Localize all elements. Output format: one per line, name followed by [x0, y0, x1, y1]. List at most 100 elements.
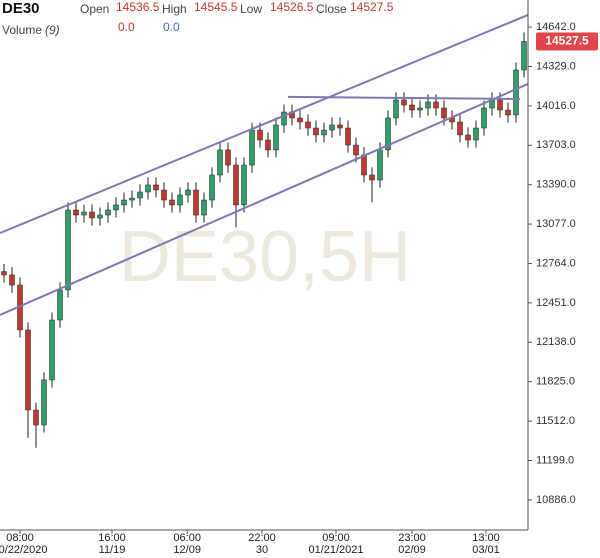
candle-body [361, 154, 367, 176]
candle-body [521, 41, 527, 71]
candle-body [337, 124, 343, 129]
candle-body [249, 129, 255, 166]
volume-value: 0.0 [163, 20, 180, 34]
candle-body [217, 149, 223, 176]
candle-body [257, 129, 263, 141]
candle-body [193, 189, 199, 216]
candle-body [105, 209, 111, 216]
y-tick-label: 11825.0 [536, 376, 575, 388]
x-tick-label: 08:00 [6, 532, 34, 544]
y-tick-label: 14016.0 [536, 100, 576, 112]
x-tick-label: 22:00 [248, 532, 276, 544]
candle-body [161, 189, 167, 201]
candle-body [65, 209, 71, 291]
plot-area [0, 14, 529, 448]
y-tick-label: 10886.0 [536, 494, 576, 506]
x-tick-label: 16:00 [98, 532, 126, 544]
watermark: DE30,5H [119, 217, 411, 297]
candle-body [353, 144, 359, 156]
candle-body [297, 117, 303, 123]
candle-body [513, 69, 519, 116]
symbol: DE30 [2, 0, 40, 17]
candle-body [209, 174, 215, 201]
candle-body [9, 274, 15, 286]
candle-body [313, 127, 319, 136]
candle-body [345, 127, 351, 146]
candle-body [241, 164, 247, 206]
x-tick-label: 23:00 [398, 532, 426, 544]
candle-body [417, 107, 423, 111]
y-tick-label: 11199.0 [536, 454, 574, 466]
candle-body [473, 127, 479, 141]
candle-body [137, 191, 143, 199]
price-tag [536, 32, 598, 51]
candle-body [305, 121, 311, 129]
x-tick-date: 01/21/2021 [308, 544, 363, 556]
x-tick-date: 12/09 [173, 544, 201, 556]
y-tick-label: 12764.0 [536, 257, 576, 269]
candle-body [505, 109, 511, 116]
candle-body [265, 139, 271, 151]
x-tick-date: 03/01 [472, 544, 500, 556]
y-tick-label: 11512.0 [536, 415, 575, 427]
legend-value: 14527.5 [350, 0, 394, 14]
y-tick-label: 13703.0 [536, 139, 576, 151]
candle-body [121, 199, 127, 206]
volume-value: 0.0 [118, 20, 135, 34]
candle-body [113, 204, 119, 211]
legend-value: 14526.5 [270, 0, 314, 14]
x-tick-date: 11/19 [99, 544, 126, 556]
candle-body [153, 184, 159, 191]
candle-body [185, 189, 191, 196]
candle-body [33, 409, 39, 426]
candle-body [393, 99, 399, 119]
candle-body [41, 379, 47, 426]
legend-label: Open [80, 2, 109, 16]
candle-body [1, 271, 7, 276]
legend-label: Close [316, 2, 347, 16]
candle-body [425, 101, 431, 109]
candle-body [57, 289, 63, 321]
x-tick-date: 30 [256, 544, 268, 556]
candle-body [273, 124, 279, 151]
candle-body [89, 211, 95, 219]
candle-body [369, 174, 375, 181]
y-tick-label: 12138.0 [536, 336, 576, 348]
candle-body [233, 164, 239, 206]
candle-body [329, 124, 335, 131]
candle-body [177, 194, 183, 206]
candle-body [409, 104, 415, 111]
candle-body [81, 211, 87, 216]
x-tick-label: 06:00 [173, 532, 201, 544]
candle-body [481, 107, 487, 129]
y-tick-label: 14329.0 [536, 60, 576, 72]
candle-body [169, 199, 175, 206]
candle-body [465, 134, 471, 141]
candle-body [441, 107, 447, 119]
trend-line [287, 95, 521, 100]
candle-body [97, 214, 103, 219]
candle-body [401, 99, 407, 106]
candle-body [457, 121, 463, 136]
candle-body [497, 99, 503, 111]
candle-body [129, 197, 135, 201]
x-tick-date: 02/09 [398, 544, 426, 556]
legend-label: Low [240, 2, 262, 16]
candle-body [225, 149, 231, 166]
trend-line [0, 14, 529, 234]
y-tick-label: 13077.0 [536, 218, 576, 230]
x-tick-date: 10/22/2020 [0, 544, 48, 556]
candle-body [145, 184, 151, 193]
trend-line [0, 83, 529, 316]
candle-body [281, 111, 287, 126]
candle-body [201, 199, 207, 216]
candle-body [433, 101, 439, 109]
y-tick-label: 12451.0 [536, 297, 576, 309]
volume-label: Volume [2, 23, 42, 37]
candle-body [73, 209, 79, 216]
candle-body [321, 129, 327, 136]
candle-body [25, 329, 31, 411]
candle-body [385, 117, 391, 151]
legend-label: High [162, 2, 187, 16]
